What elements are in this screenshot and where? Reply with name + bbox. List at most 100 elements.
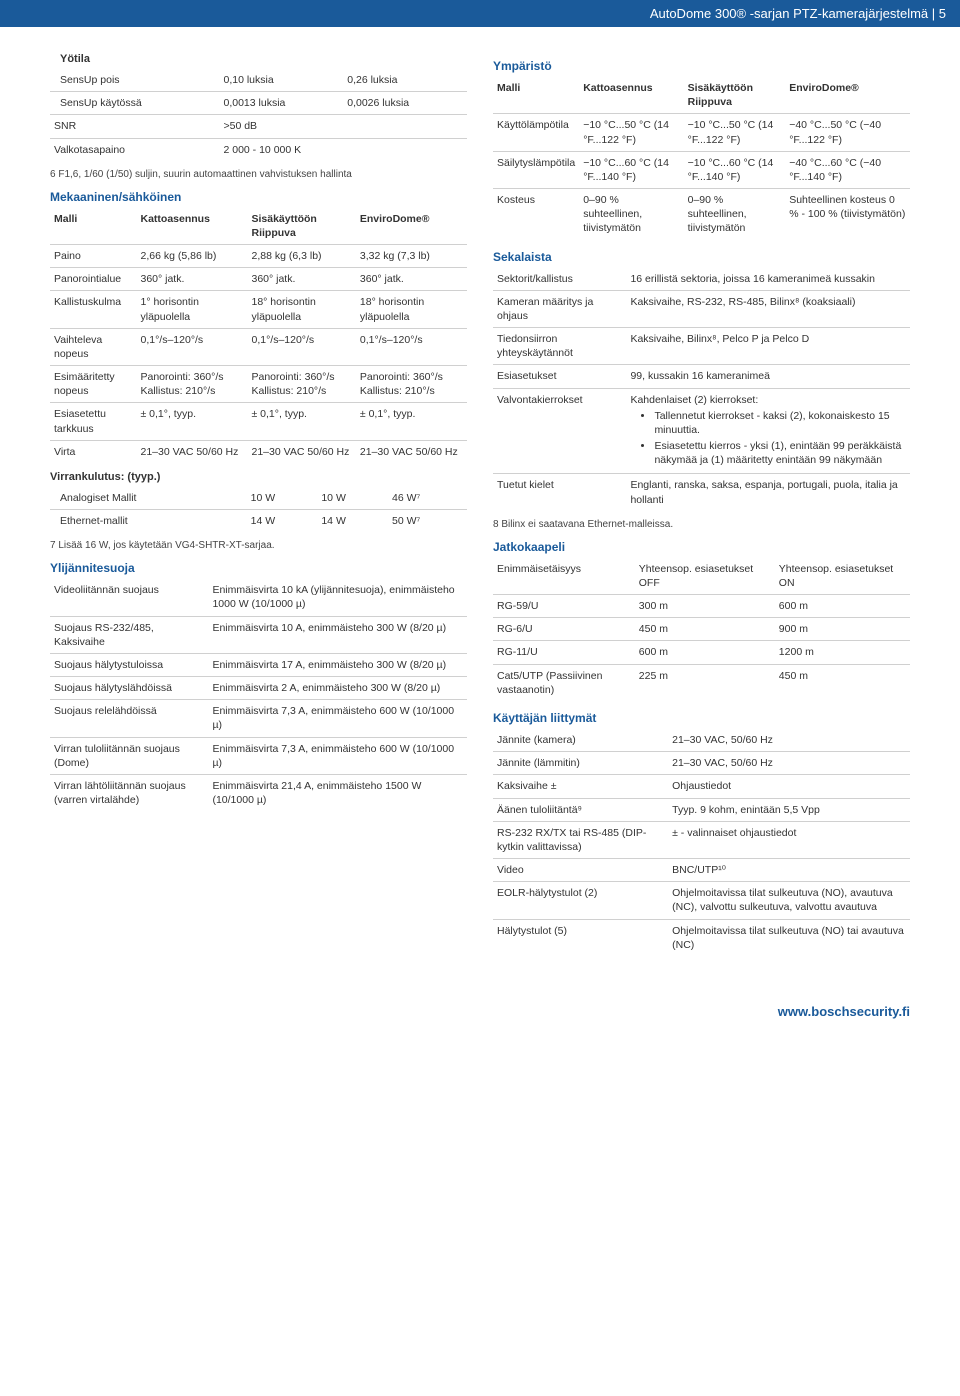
footnote-6: 6 F1,6, 1/60 (1/50) suljin, suurin autom… (50, 169, 467, 180)
cell: 0,26 luksia (343, 69, 467, 92)
cell: Enimmäisvirta 17 A, enimmäisteho 300 W (… (208, 653, 467, 676)
table-row: Suojaus hälytystuloissaEnimmäisvirta 17 … (50, 653, 467, 676)
table-row: Cat5/UTP (Passiivinen vastaanotin)225 m4… (493, 664, 910, 701)
table-row: RG-6/U450 m900 m (493, 618, 910, 641)
cell: RS-232 RX/TX tai RS-485 (DIP-kytkin vali… (493, 821, 668, 858)
cell: 450 m (635, 618, 775, 641)
cell: 450 m (775, 664, 910, 701)
col-header: Enimmäisetäisyys (493, 558, 635, 595)
cell: 10 W (317, 487, 388, 510)
table-row: RS-232 RX/TX tai RS-485 (DIP-kytkin vali… (493, 821, 910, 858)
cell: 900 m (775, 618, 910, 641)
cell: Tuetut kielet (493, 474, 626, 511)
table-row: EOLR-hälytystulot (2)Ohjelmoitavissa til… (493, 882, 910, 919)
table-row: Paino2,66 kg (5,86 lb)2,88 kg (6,3 lb)3,… (50, 245, 467, 268)
right-column: Ympäristö Malli Kattoasennus Sisäkäyttöö… (493, 49, 910, 964)
cell: Kaksivaihe, RS-232, RS-485, Bilinx⁸ (koa… (626, 290, 910, 327)
table-row: Vaihteleva nopeus0,1°/s–120°/s0,1°/s–120… (50, 328, 467, 365)
cell: 1200 m (775, 641, 910, 664)
table-head-row: Malli Kattoasennus Sisäkäyttöön Riippuva… (493, 77, 910, 114)
cell: Englanti, ranska, saksa, espanja, portug… (626, 474, 910, 511)
cell: 0–90 % suhteellinen, tiivistymätön (579, 189, 683, 240)
table-row: Esimääritetty nopeusPanorointi: 360°/s K… (50, 366, 467, 403)
cell: 1° horisontin yläpuolella (137, 291, 248, 328)
cell: ± 0,1°, tyyp. (356, 403, 467, 440)
surge-table: Videoliitännän suojausEnimmäisvirta 10 k… (50, 579, 467, 811)
cell: RG-59/U (493, 595, 635, 618)
cell: Virran tuloliitännän suojaus (Dome) (50, 737, 208, 774)
mech-table: Malli Kattoasennus Sisäkäyttöön Riippuva… (50, 208, 467, 463)
cell: Esiasetettu tarkkuus (50, 403, 137, 440)
cell: Tyyp. 9 kohm, enintään 5,5 Vpp (668, 798, 910, 821)
cell: 0,1°/s–120°/s (356, 328, 467, 365)
cell: Esiasetukset (493, 365, 626, 388)
cell: 2,88 kg (6,3 lb) (247, 245, 355, 268)
cell: Paino (50, 245, 137, 268)
misc-table: Sektorit/kallistus16 erillistä sektoria,… (493, 268, 910, 511)
table-row: SensUp käytössä 0,0013 luksia 0,0026 luk… (50, 92, 467, 115)
cell: Ohjelmoitavissa tilat sulkeutuva (NO) ta… (668, 919, 910, 956)
cell: RG-6/U (493, 618, 635, 641)
col-header: Malli (50, 208, 137, 245)
cell: RG-11/U (493, 641, 635, 664)
cell: −10 °C...60 °C (14 °F...140 °F) (684, 151, 786, 188)
table-row: Suojaus RS-232/485, KaksivaiheEnimmäisvi… (50, 616, 467, 653)
cell: Käyttölämpötila (493, 114, 579, 151)
cell: Säilytyslämpötila (493, 151, 579, 188)
cell: 2 000 - 10 000 K (219, 138, 467, 161)
cell: ± - valinnaiset ohjaustiedot (668, 821, 910, 858)
cell: 10 W (247, 487, 318, 510)
cell: Panorointi: 360°/s Kallistus: 210°/s (137, 366, 248, 403)
table-row: Virta21–30 VAC 50/60 Hz21–30 VAC 50/60 H… (50, 440, 467, 463)
cell: Kallistuskulma (50, 291, 137, 328)
table-row: Sektorit/kallistus16 erillistä sektoria,… (493, 268, 910, 291)
cell: 18° horisontin yläpuolella (356, 291, 467, 328)
cell: Enimmäisvirta 2 A, enimmäisteho 300 W (8… (208, 677, 467, 700)
table-row: RG-59/U300 m600 m (493, 595, 910, 618)
table-row: SensUp pois 0,10 luksia 0,26 luksia (50, 69, 467, 92)
cell: 600 m (635, 641, 775, 664)
table-row: Suojaus relelähdöissäEnimmäisvirta 7,3 A… (50, 700, 467, 737)
cell: Panorointialue (50, 268, 137, 291)
col-header: Sisäkäyttöön Riippuva (684, 77, 786, 114)
cell: ± 0,1°, tyyp. (247, 403, 355, 440)
cell: ± 0,1°, tyyp. (137, 403, 248, 440)
cell: 16 erillistä sektoria, joissa 16 kameran… (626, 268, 910, 291)
cell: 50 W⁷ (388, 510, 467, 533)
cell: Hälytystulot (5) (493, 919, 668, 956)
left-column: Yötila SensUp pois 0,10 luksia 0,26 luks… (50, 49, 467, 964)
table-row: Esiasetettu tarkkuus± 0,1°, tyyp.± 0,1°,… (50, 403, 467, 440)
header-title: AutoDome 300® -sarjan PTZ-kamerajärjeste… (650, 6, 946, 21)
col-header: Kattoasennus (579, 77, 683, 114)
cell: 360° jatk. (137, 268, 248, 291)
table-row: Virran tuloliitännän suojaus (Dome)Enimm… (50, 737, 467, 774)
cell: 14 W (247, 510, 318, 533)
cell: 0,0013 luksia (219, 92, 343, 115)
table-row: Ethernet-mallit14 W14 W50 W⁷ (50, 510, 467, 533)
page: AutoDome 300® -sarjan PTZ-kamerajärjeste… (0, 0, 960, 1043)
table-row: Analogiset Mallit10 W10 W46 W⁷ (50, 487, 467, 510)
col-header: Yhteensop. esiasetukset OFF (635, 558, 775, 595)
table-row: Panorointialue360° jatk.360° jatk.360° j… (50, 268, 467, 291)
env-table: Malli Kattoasennus Sisäkäyttöön Riippuva… (493, 77, 910, 240)
table-row: Jännite (kamera)21–30 VAC, 50/60 Hz (493, 729, 910, 752)
cell: Suojaus hälytystuloissa (50, 653, 208, 676)
yotila-table: SensUp pois 0,10 luksia 0,26 luksia Sens… (50, 69, 467, 161)
ext-title: Jatkokaapeli (493, 540, 910, 554)
table-row: Virran lähtöliitännän suojaus (varren vi… (50, 774, 467, 811)
cell: 99, kussakin 16 kameranimeä (626, 365, 910, 388)
cell: 2,66 kg (5,86 lb) (137, 245, 248, 268)
cell: Vaihteleva nopeus (50, 328, 137, 365)
cell: 46 W⁷ (388, 487, 467, 510)
col-header: Malli (493, 77, 579, 114)
cell: Kahdenlaiset (2) kierrokset: Tallennetut… (626, 388, 910, 474)
cell: Virran lähtöliitännän suojaus (varren vi… (50, 774, 208, 811)
cell: Enimmäisvirta 10 A, enimmäisteho 300 W (… (208, 616, 467, 653)
table-row: Valkotasapaino 2 000 - 10 000 K (50, 138, 467, 161)
cell: Enimmäisvirta 7,3 A, enimmäisteho 600 W … (208, 700, 467, 737)
list-item: Tallennetut kierrokset - kaksi (2), koko… (654, 409, 906, 437)
table-row: SNR >50 dB (50, 115, 467, 138)
table-row: Käyttölämpötila−10 °C...50 °C (14 °F...1… (493, 114, 910, 151)
table-row: Hälytystulot (5)Ohjelmoitavissa tilat su… (493, 919, 910, 956)
cell: Panorointi: 360°/s Kallistus: 210°/s (247, 366, 355, 403)
